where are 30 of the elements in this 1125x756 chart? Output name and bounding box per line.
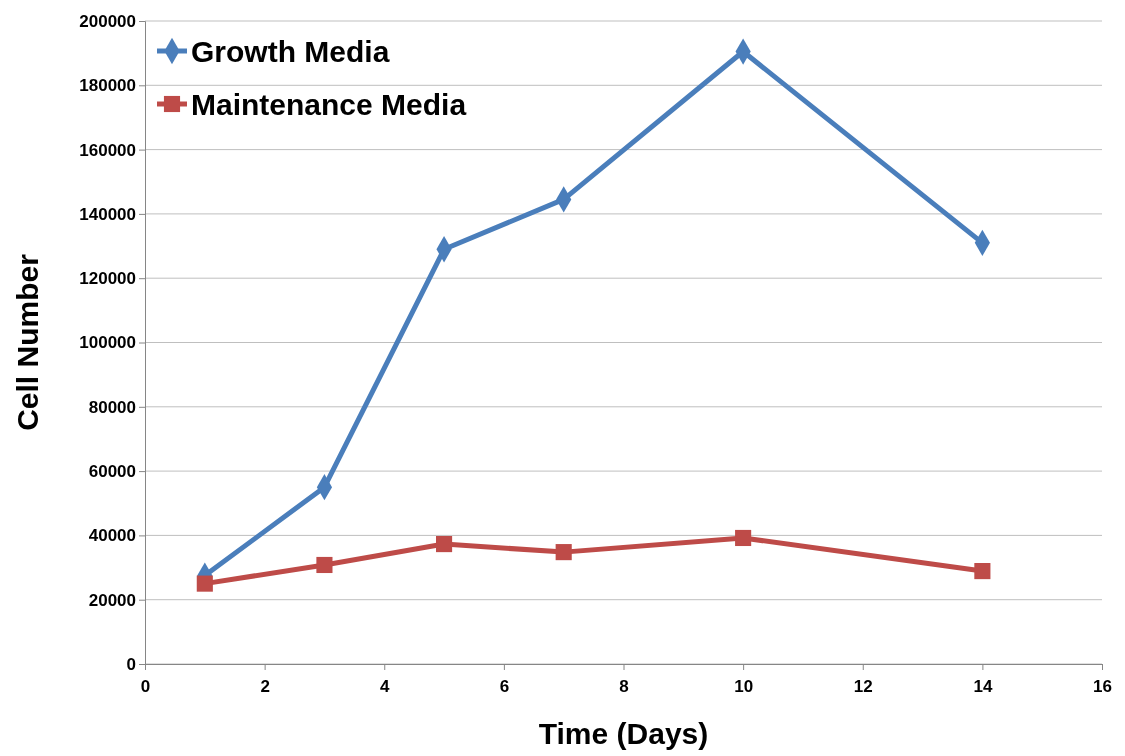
- legend-label: Maintenance Media: [191, 88, 467, 121]
- y-tick-label: 80000: [88, 397, 136, 417]
- x-tick-label: 12: [853, 676, 873, 696]
- x-tick-label: 0: [140, 676, 151, 696]
- point: [436, 536, 453, 553]
- x-tick-label: 8: [619, 676, 629, 696]
- y-tick-label: 0: [126, 654, 136, 674]
- point: [555, 544, 572, 561]
- y-tick-label: 100000: [79, 333, 136, 353]
- x-tick-label: 10: [734, 676, 754, 696]
- y-tick-label: 120000: [79, 269, 136, 289]
- x-tick-label: 2: [260, 676, 270, 696]
- point: [196, 575, 213, 592]
- y-tick-label: 200000: [79, 11, 136, 31]
- y-axis-title: Cell Number: [11, 253, 44, 431]
- x-tick-label: 16: [1093, 676, 1112, 696]
- point: [974, 563, 991, 580]
- y-tick-label: 140000: [79, 204, 136, 224]
- y-tick-label: 20000: [88, 590, 136, 610]
- y-tick-label: 160000: [79, 140, 136, 160]
- y-tick-label: 180000: [79, 76, 136, 96]
- legend-label: Growth Media: [191, 35, 390, 68]
- x-tick-label: 4: [380, 676, 391, 696]
- point: [735, 529, 752, 547]
- y-tick-label: 60000: [88, 462, 136, 482]
- x-tick-label: 6: [499, 676, 510, 696]
- point: [316, 556, 333, 574]
- x-axis-title: Time (Days): [538, 717, 709, 750]
- y-tick-label: 40000: [88, 526, 136, 546]
- x-tick-label: 14: [973, 676, 993, 696]
